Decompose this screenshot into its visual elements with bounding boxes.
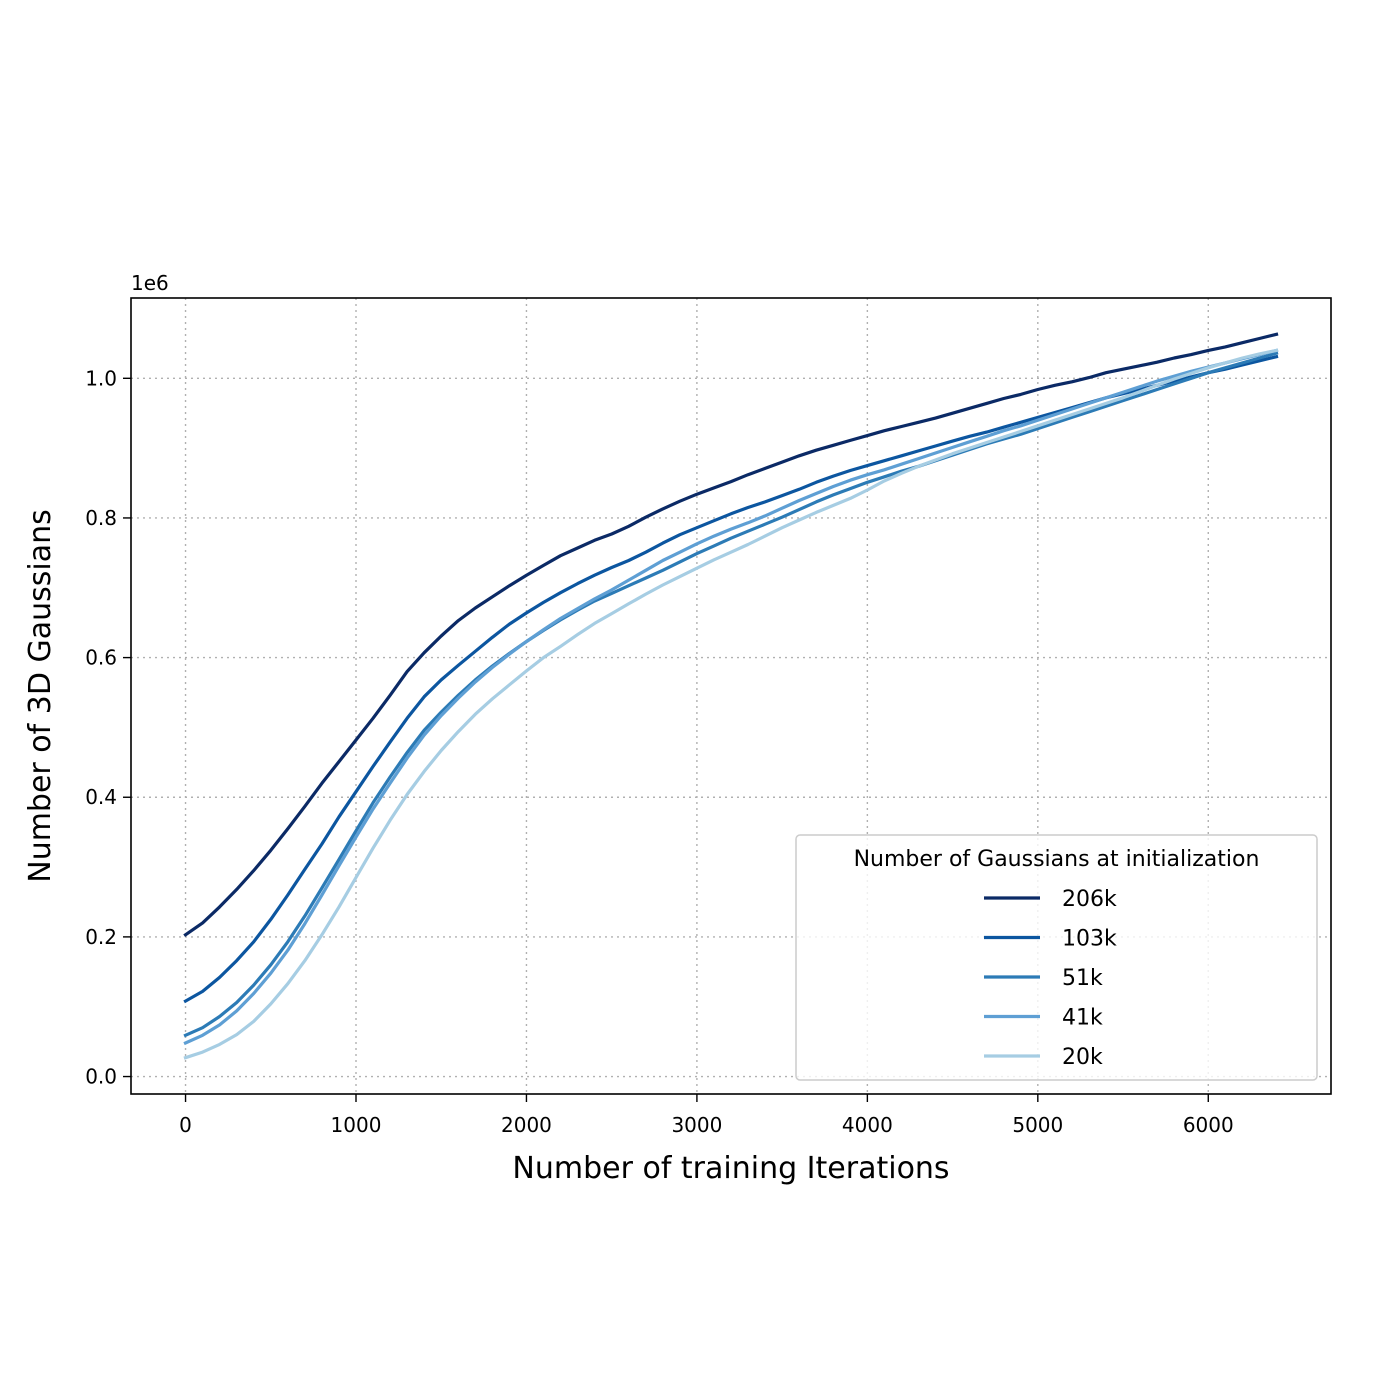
- legend-label: 51k: [1062, 966, 1103, 991]
- y-tick-label: 1.0: [85, 366, 117, 390]
- y-tick-label: 0.2: [85, 925, 117, 949]
- x-tick-label: 2000: [501, 1113, 552, 1137]
- y-tick-label: 0.0: [85, 1065, 117, 1089]
- y-axis-ticks: 0.0 0.2 0.4 0.6 0.8 1.0: [85, 366, 131, 1089]
- x-tick-label: 4000: [842, 1113, 893, 1137]
- series-line-41k: [183, 348, 1279, 1046]
- series-line-206k: [183, 332, 1279, 938]
- series-line-20k: [183, 348, 1279, 1060]
- y-tick-label: 0.6: [85, 646, 117, 670]
- legend: Number of Gaussians at initialization 20…: [795, 834, 1318, 1081]
- legend-label: 103k: [1062, 927, 1117, 952]
- y-tick-label: 0.4: [85, 785, 117, 809]
- series-line-51k: [183, 351, 1279, 1038]
- series-lines: [183, 332, 1279, 1060]
- legend-label: 41k: [1062, 1006, 1103, 1031]
- y-axis-label: Number of 3D Gaussians: [23, 509, 58, 883]
- legend-title: Number of Gaussians at initialization: [854, 847, 1260, 872]
- x-axis-ticks: 0 1000 2000 3000 4000 5000 6000: [179, 1094, 1234, 1137]
- legend-label: 206k: [1062, 887, 1117, 912]
- y-axis-multiplier: 1e6: [131, 271, 169, 295]
- y-tick-label: 0.8: [85, 506, 117, 530]
- x-tick-label: 3000: [671, 1113, 722, 1137]
- legend-label: 20k: [1062, 1045, 1103, 1070]
- x-tick-label: 6000: [1183, 1113, 1234, 1137]
- legend-items: 206k 103k 51k 41k 20k: [984, 887, 1117, 1070]
- x-tick-label: 1000: [331, 1113, 382, 1137]
- x-axis-label: Number of training Iterations: [512, 1151, 949, 1186]
- x-tick-label: 0: [179, 1113, 192, 1137]
- plot-area-frame: [130, 297, 1332, 1095]
- x-tick-label: 5000: [1012, 1113, 1063, 1137]
- grid: [131, 298, 1331, 1094]
- legend-box: [795, 834, 1318, 1081]
